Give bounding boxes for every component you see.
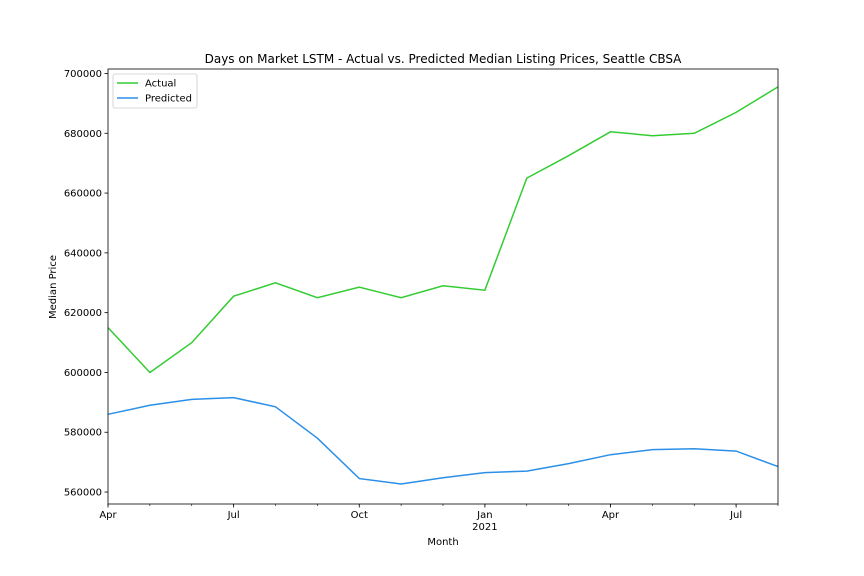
- chart-title: Days on Market LSTM - Actual vs. Predict…: [205, 52, 683, 66]
- y-tick-label: 660000: [64, 189, 102, 200]
- x-axis-label: Month: [427, 537, 458, 548]
- y-tick-label: 560000: [64, 488, 102, 499]
- x-tick-label: Oct: [351, 510, 368, 521]
- series-line-actual: [107, 86, 779, 374]
- legend-label-actual: Actual: [145, 79, 176, 90]
- plot-area: 560000 580000 600000 620000 640000 660000 6800…: [64, 68, 779, 533]
- y-tick-label: 620000: [64, 308, 102, 319]
- legend-label-predicted: Predicted: [145, 94, 192, 105]
- x-tick-label: Apr: [602, 510, 620, 521]
- y-axis-label: Median Price: [48, 255, 59, 319]
- y-tick-label: 580000: [64, 428, 102, 439]
- series-line-predicted: [107, 396, 779, 485]
- y-tick-label: 640000: [64, 248, 102, 259]
- x-tick-label: Jan: [476, 510, 492, 521]
- x-tick-label: Apr: [99, 510, 117, 521]
- x-tick-label: Jul: [729, 510, 742, 521]
- y-tick-label: 680000: [64, 129, 102, 140]
- x-tick-sublabel: 2021: [472, 522, 497, 533]
- y-tick-label: 700000: [64, 69, 102, 80]
- y-tick-label: 600000: [64, 368, 102, 379]
- x-tick-label: Jul: [227, 510, 240, 521]
